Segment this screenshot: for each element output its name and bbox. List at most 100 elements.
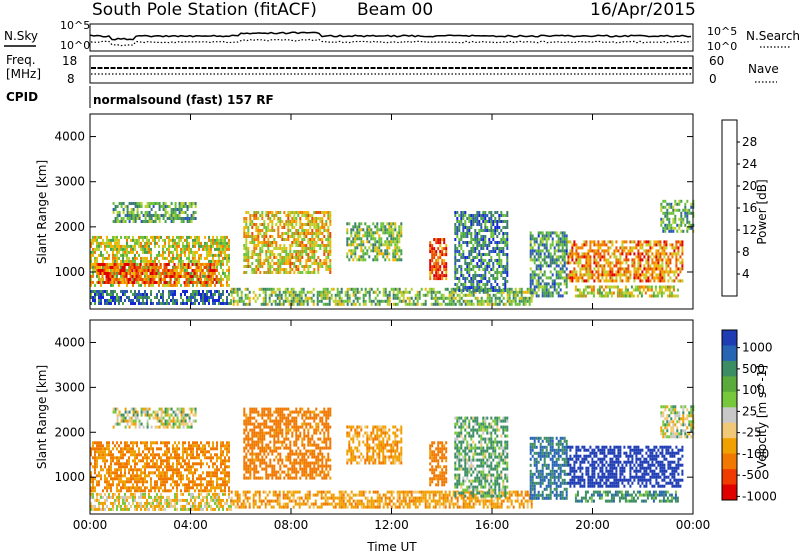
colorbar-tick-label: 28 xyxy=(742,135,757,149)
heatmap-cell xyxy=(605,273,608,277)
heatmap-cell xyxy=(168,250,170,254)
heatmap-cell xyxy=(474,220,477,223)
heatmap-cell xyxy=(496,220,499,223)
heatmap-cell xyxy=(110,302,112,305)
heatmap-cell xyxy=(474,274,477,277)
heatmap-cell xyxy=(545,294,548,298)
heatmap-cell xyxy=(311,241,314,244)
heatmap-cell xyxy=(476,302,479,306)
heatmap-cell xyxy=(545,291,548,295)
heatmap-cell xyxy=(96,459,98,463)
heatmap-cell xyxy=(164,501,166,505)
heatmap-cell xyxy=(396,258,399,262)
heatmap-cell xyxy=(522,296,525,300)
heatmap-cell xyxy=(619,270,622,274)
heatmap-cell xyxy=(508,287,511,291)
heatmap-cell xyxy=(557,273,560,277)
heatmap-cell xyxy=(99,263,102,266)
heatmap-cell xyxy=(633,246,636,250)
heatmap-cell xyxy=(226,507,228,511)
heatmap-cell xyxy=(681,261,684,265)
heatmap-cell xyxy=(211,263,214,266)
heatmap-cell xyxy=(374,231,377,235)
heatmap-cell xyxy=(102,507,104,511)
heatmap-cell xyxy=(132,302,134,305)
heatmap-cell xyxy=(110,471,112,475)
heatmap-cell xyxy=(422,302,425,306)
heatmap-cell xyxy=(180,293,182,296)
heatmap-cell xyxy=(160,498,162,502)
heatmap-cell xyxy=(316,299,319,303)
heatmap-cell xyxy=(112,290,114,293)
heatmap-cell xyxy=(100,235,102,239)
heatmap-cell xyxy=(196,235,198,239)
heatmap-cell xyxy=(150,247,152,251)
heatmap-cell xyxy=(490,211,493,214)
heatmap-cell xyxy=(323,250,326,253)
heatmap-cell xyxy=(520,287,523,291)
heatmap-cell xyxy=(279,256,282,259)
heatmap-cell xyxy=(190,299,192,302)
heatmap-cell xyxy=(130,290,132,293)
heatmap-cell xyxy=(470,290,473,294)
heatmap-cell xyxy=(408,302,411,306)
heatmap-cell xyxy=(569,276,572,280)
heatmap-cell xyxy=(616,285,619,289)
heatmap-cell xyxy=(468,226,471,229)
heatmap-cell xyxy=(585,240,588,244)
heatmap-cell xyxy=(476,235,479,238)
heatmap-cell xyxy=(662,205,665,209)
heatmap-cell xyxy=(132,217,135,220)
heatmap-cell xyxy=(506,293,509,297)
heatmap-cell xyxy=(625,255,628,259)
heatmap-cell xyxy=(376,302,379,306)
heatmap-cell xyxy=(583,252,586,256)
heatmap-cell xyxy=(188,241,190,245)
heatmap-cell xyxy=(129,263,132,266)
heatmap-cell xyxy=(279,253,282,256)
y-tick-label: 2000 xyxy=(54,220,85,234)
heatmap-cell xyxy=(200,501,202,505)
heatmap-cell xyxy=(119,281,122,284)
heatmap-cell xyxy=(210,244,212,248)
heatmap-cell xyxy=(287,223,290,226)
heatmap-cell xyxy=(245,265,248,268)
heatmap-cell xyxy=(530,296,533,300)
heatmap-cell xyxy=(439,268,442,272)
heatmap-cell xyxy=(92,504,94,508)
heatmap-cell xyxy=(567,240,570,244)
heatmap-cell xyxy=(450,296,453,300)
heatmap-cell xyxy=(621,261,624,265)
heatmap-cell xyxy=(108,262,110,266)
heatmap-cell xyxy=(670,285,673,289)
heatmap-cell xyxy=(274,293,277,297)
heatmap-cell xyxy=(524,299,527,303)
heatmap-cell xyxy=(299,253,302,256)
heatmap-cell xyxy=(126,504,128,508)
heatmap-cell xyxy=(299,241,302,244)
heatmap-cell xyxy=(679,243,682,247)
heatmap-cell xyxy=(207,278,210,281)
heatmap-cell xyxy=(364,302,367,306)
heatmap-cell xyxy=(458,244,461,247)
heatmap-cell xyxy=(166,504,168,508)
heatmap-cell xyxy=(433,253,436,257)
heatmap-cell xyxy=(358,258,361,262)
heatmap-cell xyxy=(569,273,572,277)
heatmap-cell xyxy=(302,290,305,294)
heatmap-cell xyxy=(364,258,367,262)
heatmap-cell xyxy=(307,256,310,259)
heatmap-cell xyxy=(108,241,110,245)
heatmap-cell xyxy=(160,507,162,511)
heatmap-cell xyxy=(488,229,491,232)
heatmap-cell xyxy=(98,441,100,445)
heatmap-cell xyxy=(629,273,632,277)
heatmap-cell xyxy=(136,238,138,242)
heatmap-cell xyxy=(504,271,507,274)
heatmap-cell xyxy=(98,241,100,245)
heatmap-cell xyxy=(437,256,440,260)
heatmap-cell xyxy=(569,252,572,256)
heatmap-cell xyxy=(188,283,190,287)
heatmap-cell xyxy=(533,285,536,289)
heatmap-cell xyxy=(114,253,116,257)
